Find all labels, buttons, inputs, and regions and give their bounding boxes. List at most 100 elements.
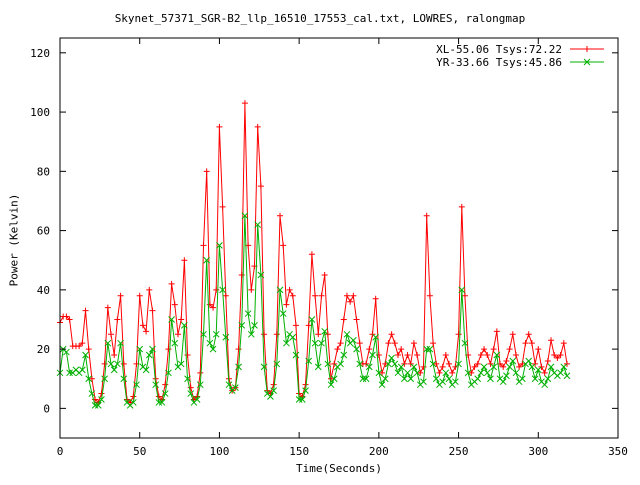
data-point (292, 322, 299, 329)
data-point (484, 352, 491, 359)
data-point (177, 360, 185, 368)
data-point (219, 286, 226, 294)
data-point (216, 123, 223, 130)
data-point (91, 402, 99, 409)
data-point (235, 346, 242, 353)
data-point (414, 352, 421, 359)
data-point (337, 340, 344, 347)
data-point (88, 390, 96, 397)
data-point (111, 352, 118, 359)
data-point (538, 363, 545, 370)
x-tick-label: 150 (289, 445, 309, 458)
data-point (241, 100, 248, 107)
data-point (232, 384, 239, 391)
plot-frame (59, 37, 619, 439)
data-point (363, 360, 370, 367)
data-point (375, 369, 383, 377)
y-tick-label: 80 (37, 165, 50, 178)
x-tick-label: 0 (57, 445, 64, 458)
data-point (251, 322, 258, 329)
legend-marker (583, 58, 591, 66)
data-point (174, 331, 181, 338)
data-point (76, 343, 83, 350)
data-point (343, 330, 351, 338)
data-point (525, 357, 533, 365)
data-point (254, 221, 262, 229)
data-point (136, 292, 143, 299)
data-point (544, 357, 551, 364)
data-point (162, 381, 169, 388)
data-point (130, 393, 137, 400)
data-point (426, 345, 434, 353)
data-point (493, 351, 501, 359)
ticks-layer: 0 50 100 150 200 250 300 350 0 20 40 60 80 100 120 (30, 38, 628, 458)
data-point (509, 357, 517, 365)
series-1 (56, 212, 571, 409)
data-point (321, 272, 328, 279)
data-point (417, 369, 424, 376)
data-point (257, 271, 265, 279)
data-point (305, 357, 313, 365)
data-point (471, 363, 478, 370)
data-point (247, 330, 255, 338)
data-point (330, 375, 338, 383)
data-point (200, 242, 207, 249)
data-point (98, 390, 105, 397)
data-point (235, 363, 242, 371)
data-point (133, 381, 140, 389)
series-line (59, 215, 568, 407)
data-point (433, 360, 440, 367)
data-point (165, 369, 172, 377)
data-point (477, 369, 485, 377)
legend-label: YR-33.66 Tsys:45.86 (436, 56, 562, 69)
data-point (120, 360, 127, 367)
data-point (442, 369, 450, 377)
data-point (314, 363, 322, 371)
data-point (187, 384, 194, 391)
data-point (168, 316, 175, 323)
data-point (388, 354, 395, 362)
data-point (391, 360, 399, 368)
data-point (152, 381, 160, 389)
data-point (161, 390, 169, 397)
data-point (197, 369, 204, 376)
data-point (420, 378, 427, 386)
data-point (378, 381, 386, 389)
data-point (547, 363, 555, 371)
data-point (295, 396, 303, 403)
data-point (108, 331, 115, 338)
data-point (369, 351, 376, 359)
data-point (474, 375, 482, 383)
x-tick-label: 250 (449, 445, 469, 458)
x-tick-label: 350 (608, 445, 628, 458)
data-point (541, 381, 549, 389)
data-point (334, 346, 341, 353)
data-point (216, 242, 223, 249)
data-point (474, 360, 481, 367)
x-tick-label: 300 (528, 445, 548, 458)
data-point (404, 369, 411, 377)
data-point (413, 369, 421, 377)
data-point (487, 375, 494, 383)
data-point (168, 280, 175, 287)
data-point (512, 369, 520, 377)
data-point (139, 322, 146, 329)
x-axis-label: Time(Seconds) (295, 462, 383, 475)
data-point (397, 363, 405, 371)
data-point (149, 307, 156, 314)
data-point (353, 316, 360, 323)
data-point (531, 375, 539, 383)
data-point (429, 360, 437, 368)
data-point (379, 369, 386, 376)
data-point (436, 369, 443, 376)
data-point (557, 352, 564, 359)
data-point (445, 375, 453, 383)
data-point (337, 360, 344, 368)
data-point (298, 396, 306, 403)
data-point (146, 286, 153, 293)
x-tick-label: 200 (369, 445, 389, 458)
data-point (66, 369, 73, 377)
data-point (557, 369, 564, 377)
